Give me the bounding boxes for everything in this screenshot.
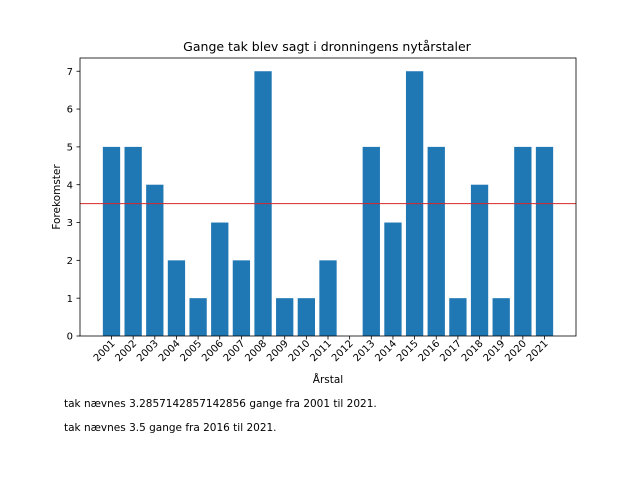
y-tick-label: 3 — [67, 218, 73, 229]
y-tick-label: 1 — [67, 294, 73, 305]
y-tick-label: 2 — [67, 256, 73, 267]
y-tick-label: 7 — [67, 67, 73, 78]
bar-2018 — [470, 184, 489, 336]
y-axis-label: Forekomster — [51, 164, 63, 230]
y-tick-label: 4 — [67, 180, 73, 191]
x-tick-label-2011: 2011 — [308, 338, 334, 364]
bar-2011 — [319, 260, 337, 336]
x-tick-label-2021: 2021 — [525, 338, 551, 364]
bar-2009 — [276, 298, 294, 336]
x-tick-label-2006: 2006 — [200, 338, 226, 364]
x-tick-label-2002: 2002 — [113, 338, 139, 364]
bar-2020 — [514, 146, 532, 336]
bar-2002 — [124, 146, 142, 336]
bar-2017 — [449, 298, 467, 336]
y-tick-label: 5 — [67, 142, 73, 153]
x-tick-label-2001: 2001 — [92, 338, 118, 364]
x-tick-label-2014: 2014 — [373, 338, 399, 364]
bar-2019 — [492, 298, 510, 336]
bar-2014 — [384, 222, 402, 336]
y-axis: 0 1 2 3 4 5 6 7 — [67, 67, 80, 343]
bar-2001 — [102, 146, 121, 336]
bar-2013 — [362, 146, 380, 336]
bar-2010 — [297, 298, 315, 336]
x-tick-label-2016: 2016 — [417, 338, 443, 364]
x-tick-label-2019: 2019 — [482, 338, 508, 364]
average-note-2001-2021: tak nævnes 3.2857142857142856 gange fra … — [64, 398, 377, 410]
average-note-2016-2021: tak nævnes 3.5 gange fra 2016 til 2021. — [64, 422, 277, 434]
bar-2006 — [211, 222, 229, 336]
x-tick-label-2009: 2009 — [265, 338, 291, 364]
x-tick-label-2012: 2012 — [330, 338, 356, 364]
bar-2007 — [232, 260, 251, 336]
bar-2005 — [189, 298, 207, 336]
x-axis: 2001200220032004200520062007200820092010… — [92, 336, 551, 364]
bar-2003 — [146, 184, 164, 336]
x-tick-label-2005: 2005 — [178, 338, 204, 364]
bar-2021 — [535, 146, 554, 336]
x-tick-label-2018: 2018 — [460, 338, 486, 364]
x-tick-label-2004: 2004 — [157, 338, 183, 364]
x-tick-label-2020: 2020 — [503, 338, 529, 364]
bar-2016 — [427, 146, 445, 336]
y-tick-label: 6 — [67, 105, 73, 116]
x-tick-label-2007: 2007 — [222, 338, 248, 364]
x-axis-label: Årstal — [313, 373, 343, 386]
x-tick-label-2017: 2017 — [438, 338, 464, 364]
x-tick-label-2013: 2013 — [352, 338, 378, 364]
x-tick-label-2008: 2008 — [243, 338, 269, 364]
x-tick-label-2010: 2010 — [287, 338, 313, 364]
y-tick-label: 0 — [67, 332, 73, 343]
chart-title: Gange tak blev sagt i dronningens nytårs… — [183, 39, 472, 54]
x-tick-label-2015: 2015 — [395, 338, 421, 364]
x-tick-label-2003: 2003 — [135, 338, 161, 364]
bar-2004 — [167, 260, 186, 336]
